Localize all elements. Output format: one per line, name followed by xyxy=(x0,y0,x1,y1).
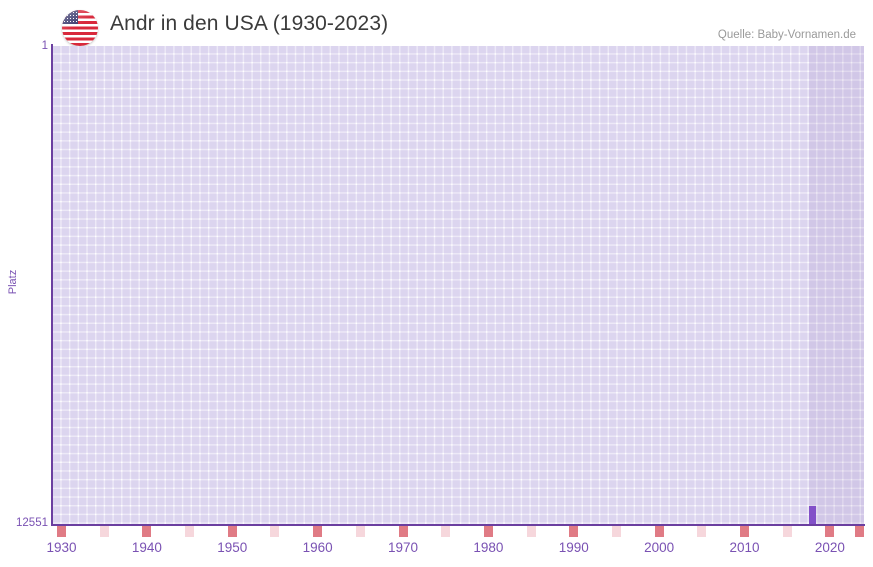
x-tick-mark-2015 xyxy=(782,526,792,537)
x-tick-label-1970: 1970 xyxy=(387,540,419,555)
x-axis-line xyxy=(51,524,865,526)
grid-background xyxy=(53,46,864,524)
x-tick-label-1950: 1950 xyxy=(217,540,248,555)
x-tick-mark-2000 xyxy=(654,526,664,537)
x-tick-mark-1955 xyxy=(270,526,280,537)
x-tick-label-1930: 1930 xyxy=(46,540,77,555)
chart-header: Andr in den USA (1930-2023) Quelle: Baby… xyxy=(0,0,873,46)
x-tick-label-1980: 1980 xyxy=(473,540,504,555)
x-tick-label-1960: 1960 xyxy=(302,540,333,555)
y-axis-tick-top: 1 xyxy=(41,40,48,52)
y-axis-title: Platz xyxy=(7,269,19,295)
x-tick-label-2000: 2000 xyxy=(644,540,675,555)
x-tick-mark-1970 xyxy=(398,526,408,537)
forecast-shaded-region xyxy=(809,46,864,524)
x-tick-mark-2010 xyxy=(739,526,749,537)
x-tick-label-1990: 1990 xyxy=(558,540,589,555)
x-tick-mark-1950 xyxy=(227,526,237,537)
us-flag-icon xyxy=(62,10,98,46)
x-tick-mark-1940 xyxy=(142,526,152,537)
x-tick-label-1940: 1940 xyxy=(131,540,162,555)
x-tick-mark-1945 xyxy=(185,526,195,537)
x-tick-mark-1975 xyxy=(441,526,451,537)
bars-layer xyxy=(53,46,864,524)
y-axis-tick-bottom: 12551 xyxy=(16,517,48,529)
plot-area xyxy=(53,46,864,524)
x-axis-tick-labels: 1930 1940 1950 1960 1970 1980 1990 2000 2010 2020 xyxy=(47,540,864,562)
x-tick-mark-1990 xyxy=(569,526,579,537)
x-tick-mark-2020 xyxy=(825,526,835,537)
x-tick-mark-1960 xyxy=(313,526,323,537)
x-tick-mark-1980 xyxy=(483,526,493,537)
chart-title: Andr in den USA (1930-2023) xyxy=(110,12,389,35)
flag-gloss xyxy=(62,10,98,46)
source-label: Quelle: Baby-Vornamen.de xyxy=(717,29,856,41)
flag-canton xyxy=(62,10,78,24)
x-tick-mark-1985 xyxy=(526,526,536,537)
x-tick-mark-1995 xyxy=(611,526,621,537)
x-tick-mark-1935 xyxy=(99,526,109,537)
x-axis-tick-marks xyxy=(53,526,864,537)
x-tick-label-2010: 2010 xyxy=(729,540,760,555)
x-tick-mark-1930 xyxy=(57,526,67,537)
x-tick-mark-end xyxy=(855,526,864,537)
bar-2018[interactable] xyxy=(809,506,817,524)
x-tick-mark-1965 xyxy=(355,526,365,537)
x-tick-mark-2005 xyxy=(697,526,707,537)
x-tick-label-2020: 2020 xyxy=(814,540,845,555)
y-axis-line xyxy=(51,44,53,526)
